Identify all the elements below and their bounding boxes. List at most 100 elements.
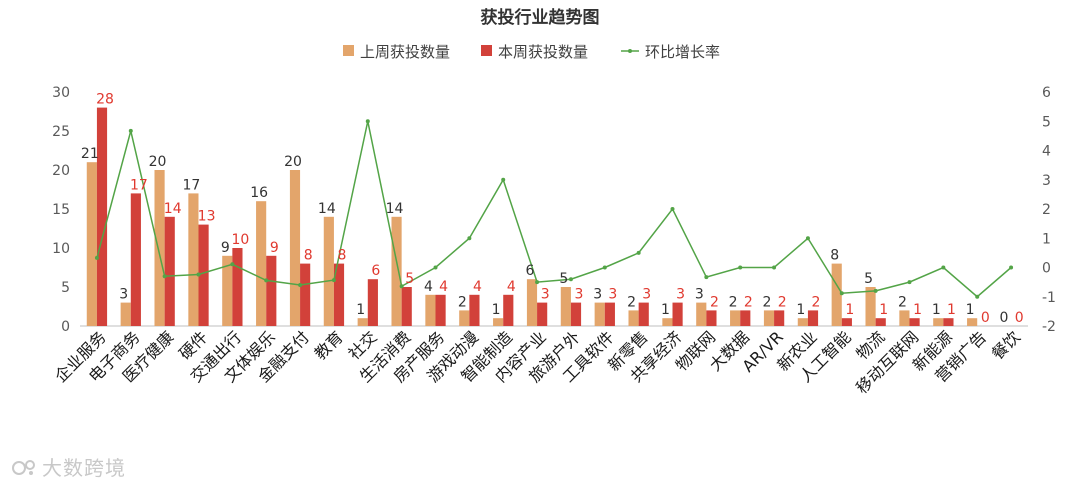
- data-label-this-week: 0: [981, 310, 990, 326]
- bar-this-week: [96, 107, 108, 326]
- growth-point: [975, 294, 980, 299]
- legend-label: 环比增长率: [645, 43, 720, 61]
- bar-last-week: [730, 310, 741, 326]
- y-left-tick-label: 20: [52, 163, 70, 179]
- bar-last-week: [628, 310, 639, 326]
- data-label-this-week: 28: [96, 92, 114, 108]
- bar-last-week: [797, 318, 808, 326]
- bar-last-week: [188, 193, 199, 326]
- bar-last-week: [899, 310, 910, 326]
- growth-point: [636, 250, 641, 255]
- growth-point: [196, 272, 201, 277]
- bar-last-week: [289, 170, 301, 326]
- growth-point: [772, 265, 777, 270]
- data-label-last-week: 2: [729, 294, 738, 310]
- bar-this-week: [333, 263, 345, 326]
- bar-last-week: [154, 170, 165, 326]
- data-label-this-week: 1: [879, 302, 888, 318]
- growth-point: [941, 265, 946, 270]
- legend-item: 环比增长率: [621, 43, 720, 61]
- bar-last-week: [323, 216, 334, 326]
- data-label-last-week: 2: [898, 294, 907, 310]
- bar-this-week: [401, 287, 412, 326]
- y-right-tick-label: 4: [1042, 144, 1051, 160]
- bar-this-week: [807, 310, 819, 326]
- y-left-tick-label: 15: [52, 202, 70, 218]
- x-tick-label: 餐饮: [988, 327, 1024, 363]
- data-label-this-week: 1: [845, 302, 854, 318]
- data-label-this-week: 8: [338, 248, 347, 264]
- growth-point: [298, 283, 303, 288]
- bar-this-week: [130, 193, 141, 326]
- bar-this-week: [943, 318, 954, 326]
- data-label-this-week: 2: [744, 294, 753, 310]
- growth-point: [873, 288, 878, 293]
- data-label-last-week: 17: [183, 177, 201, 193]
- data-label-last-week: 2: [763, 294, 772, 310]
- bar-this-week: [503, 294, 514, 326]
- data-label-this-week: 4: [507, 279, 516, 295]
- growth-point: [128, 128, 133, 133]
- bar-this-week: [774, 310, 785, 326]
- growth-point: [501, 177, 506, 182]
- growth-point: [839, 291, 844, 296]
- bar-last-week: [120, 302, 131, 326]
- watermark-logo-icon: [12, 460, 35, 475]
- bar-this-week: [232, 248, 243, 326]
- growth-line-path: [96, 121, 1012, 298]
- data-label-last-week: 5: [864, 271, 873, 287]
- data-label-this-week: 1: [947, 302, 956, 318]
- growth-point: [264, 278, 269, 283]
- data-label-this-week: 4: [473, 279, 482, 295]
- bar-this-week: [672, 302, 683, 326]
- growth-point: [670, 207, 675, 211]
- bar-last-week: [459, 310, 470, 326]
- data-label-this-week: 2: [778, 294, 787, 310]
- growth-point: [1009, 265, 1014, 270]
- y-right-tick-label: 1: [1042, 231, 1051, 247]
- y-right-tick-label: 3: [1042, 173, 1051, 189]
- data-label-last-week: 1: [796, 302, 805, 318]
- bar-last-week: [222, 255, 233, 326]
- data-label-this-week: 3: [541, 287, 550, 303]
- bar-this-week: [740, 310, 751, 326]
- data-label-this-week: 14: [164, 201, 182, 217]
- data-label-last-week: 3: [593, 287, 602, 303]
- growth-point: [907, 280, 912, 285]
- data-label-this-week: 10: [232, 232, 250, 248]
- bar-this-week: [300, 263, 311, 326]
- data-label-last-week: 20: [149, 154, 167, 170]
- data-label-this-week: 3: [608, 287, 617, 303]
- data-label-last-week: 6: [526, 263, 535, 279]
- growth-point: [602, 265, 607, 270]
- growth-point: [433, 265, 438, 270]
- data-label-last-week: 1: [492, 302, 501, 318]
- data-label-last-week: 2: [627, 294, 636, 310]
- bar-last-week: [425, 294, 436, 326]
- bar-last-week: [560, 287, 571, 326]
- y-right-tick-label: 6: [1042, 85, 1051, 101]
- data-label-this-week: 3: [676, 287, 685, 303]
- bar-last-week: [831, 263, 842, 326]
- data-label-last-week: 21: [81, 146, 99, 162]
- bar-last-week: [763, 310, 775, 326]
- growth-point: [399, 284, 404, 289]
- legend-swatch: [343, 45, 354, 56]
- bar-last-week: [357, 318, 368, 326]
- bar-last-week: [865, 287, 876, 326]
- data-label-last-week: 5: [559, 271, 568, 287]
- x-tick-label: 教育: [311, 327, 347, 363]
- legend: 上周获投数量 本周获投数量 环比增长率: [343, 43, 720, 61]
- legend-label: 上周获投数量: [360, 43, 450, 61]
- data-label-this-week: 1: [913, 302, 922, 318]
- bar-this-week: [570, 302, 582, 326]
- data-label-last-week: 14: [386, 201, 404, 217]
- data-label-this-week: 2: [710, 294, 719, 310]
- growth-point: [805, 236, 810, 241]
- data-label-last-week: 1: [356, 302, 365, 318]
- growth-point: [162, 274, 167, 279]
- data-label-last-week: 3: [695, 287, 704, 303]
- bar-last-week: [933, 318, 944, 326]
